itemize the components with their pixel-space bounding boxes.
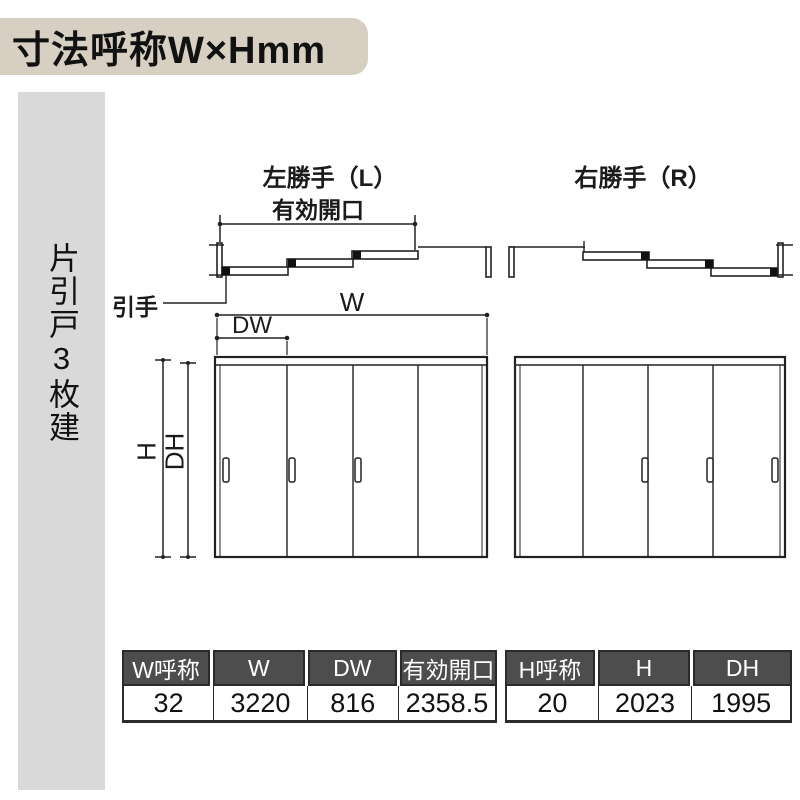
value-cell: 20 [507, 686, 599, 720]
door-handle [706, 457, 714, 483]
panel-handle [288, 259, 296, 267]
header-cell: 有効開口 [399, 650, 497, 686]
dim-label-dw: DW [232, 312, 272, 339]
right-plan-jamb [777, 242, 784, 278]
w-table-header-row: W呼称 W DW 有効開口 [122, 650, 497, 686]
value-cell: 2358.5 [405, 687, 489, 718]
left-elevation-dimensions [155, 312, 490, 559]
h-dimension-table: H呼称 H DH 20 2023 1995 [505, 650, 792, 723]
left-plan-jamb [216, 242, 223, 278]
effective-opening-label: 有効開口 [272, 197, 364, 223]
value-cell: 2023 [599, 686, 693, 720]
door-handle [288, 457, 296, 483]
value-cell: 1995 [711, 687, 772, 718]
header-cell: H呼称 [505, 650, 595, 686]
panel-handle [705, 260, 713, 268]
door-handle [771, 457, 779, 483]
panel-handle [222, 267, 230, 275]
header-cell: DH [692, 650, 792, 686]
dim-label-dh: DH [159, 432, 190, 471]
h-table-header-row: H呼称 H DH [505, 650, 792, 686]
category-label: 片引戸3枚建 [44, 242, 79, 444]
door-handle [641, 457, 649, 483]
dim-label-w: W [339, 287, 365, 317]
door-handle [222, 457, 230, 483]
header-cell: W [213, 650, 305, 686]
right-plan-title: 右勝手（R） [574, 165, 712, 192]
door-handle [354, 457, 362, 483]
value-cell: 32 [124, 686, 215, 720]
dim-label-h: H [131, 442, 162, 461]
right-plan-view [508, 241, 793, 278]
left-elevation-view [213, 355, 489, 559]
category-sidebar: 片引戸3枚建 [18, 92, 105, 790]
header-cell: DW [307, 650, 397, 686]
h-table-value-row: 20 2023 1995 [505, 686, 792, 723]
pull-handle-label: 引手 [112, 294, 158, 320]
panel-handle [770, 268, 778, 276]
value-cell: 816 [308, 686, 399, 720]
header-cell: W呼称 [122, 650, 211, 686]
right-elevation-view [513, 355, 787, 559]
w-dimension-table: W呼称 W DW 有効開口 32 3220 816 2358.5 [122, 650, 497, 723]
header-cell: H [597, 650, 690, 686]
page-title: 寸法呼称W×Hmm [0, 18, 368, 75]
pull-leader-line [163, 275, 227, 304]
value-cell: 3220 [214, 686, 308, 720]
left-plan-title: 左勝手（L） [262, 165, 398, 192]
panel-handle [353, 251, 361, 259]
panel-handle [641, 252, 649, 260]
w-table-value-row: 32 3220 816 2358.5 [122, 686, 497, 723]
page-title-text: 寸法呼称W×Hmm [12, 30, 327, 72]
left-plan-view [163, 215, 492, 304]
